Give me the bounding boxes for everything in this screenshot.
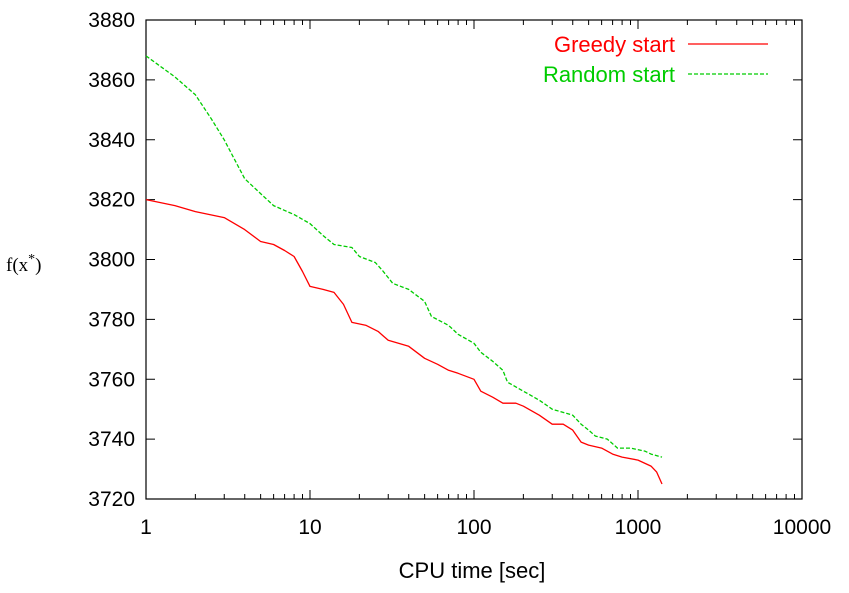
legend-label: Greedy start [554,32,675,57]
x-tick-label: 1 [140,516,152,539]
y-tick-label: 3840 [88,129,135,152]
legend-label: Random start [543,62,675,87]
y-tick-label: 3740 [88,428,135,451]
legend: Greedy start Random start [543,32,768,87]
plot-frame [145,19,803,500]
x-axis-title: CPU time [sec] [399,558,546,583]
x-tick-label: 10 [298,516,321,539]
y-tick-label: 3780 [88,308,135,331]
x-tick-label: 1000 [615,516,662,539]
y-axis: 3720 3740 3760 3780 3800 3820 3840 3860 3880 [88,9,802,511]
y-axis-title: f(x*) [6,252,41,276]
y-axis-title-close: ) [35,255,41,276]
y-tick-label: 3720 [88,488,135,511]
series-line-greedy-start [145,198,663,485]
x-tick-label: 10000 [773,516,831,539]
series-layer [145,55,663,485]
y-axis-title-base: f(x [6,255,29,276]
x-tick-label: 100 [456,516,491,539]
x-axis: 1 10 100 1000 10000 [140,20,831,539]
y-tick-label: 3800 [88,249,135,272]
y-axis-title-superscript: * [28,252,35,267]
y-tick-label: 3880 [88,9,135,32]
y-tick-label: 3820 [88,189,135,212]
y-tick-label: 3760 [88,368,135,391]
series-line-random-start [145,55,663,458]
y-tick-label: 3860 [88,69,135,92]
